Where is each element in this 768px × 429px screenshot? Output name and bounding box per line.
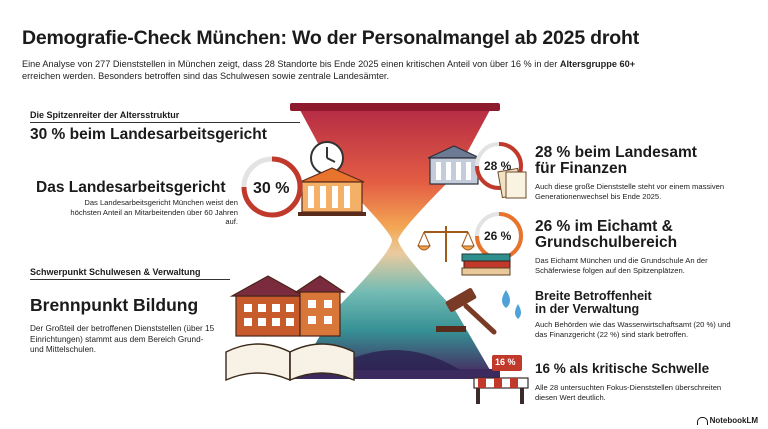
verwaltung-title-line2: in der Verwaltung: [535, 302, 640, 316]
court-description: Das Landesarbeitsgericht München weist d…: [70, 198, 238, 226]
badge-28-label: 28 %: [484, 159, 512, 173]
notebooklm-logo-icon: [696, 416, 708, 425]
brand-label: NotebookLM: [696, 416, 758, 425]
threshold-description: Alle 28 untersuchten Fokus-Dienststellen…: [535, 383, 722, 402]
threshold-title: 16 % als kritische Schwelle: [535, 361, 710, 376]
intro-text: Eine Analyse von 277 Dienststellen in Mü…: [22, 58, 642, 82]
eichamt-title-line1: 26 % im Eichamt &: [535, 218, 673, 235]
eichamt-description: Das Eichamt München und die Grundschule …: [535, 256, 708, 275]
verwaltung-title-line1: Breite Betroffenheit: [535, 289, 652, 303]
section-label-schools: Schwerpunkt Schulwesen & Verwaltung: [30, 267, 201, 277]
school-buildings-icon: [229, 275, 346, 337]
documents-icon: [497, 167, 527, 199]
badge-26-label: 26 %: [484, 229, 512, 243]
verwaltung-description: Auch Behörden wie das Wasserwirtschaftsa…: [535, 320, 731, 339]
barrier-icon: [473, 377, 529, 404]
books-stack-icon: [461, 253, 511, 276]
finance-title-line1: 28 % beim Landesamt: [535, 144, 697, 161]
eichamt-title-line2: Grundschulbereich: [535, 234, 678, 251]
scales-icon: [416, 226, 476, 262]
finance-description: Auch diese große Dienststelle steht vor …: [535, 182, 725, 201]
badge-30-ring: [241, 156, 303, 218]
threshold-sign-label: 16 %: [495, 357, 516, 367]
clock-icon: [310, 141, 344, 175]
finance-building-icon: [427, 145, 481, 185]
intro-line-2: erreichen werden. Besonders betroffen si…: [22, 71, 390, 81]
headline-landesarbeitsgericht: 30 % beim Landesarbeitsgericht: [30, 126, 267, 143]
court-name: Das Landesarbeitsgericht: [36, 179, 226, 196]
finance-title-line2: für Finanzen: [535, 160, 628, 177]
eichamt-title: 26 % im Eichamt & Grundschulbereich: [535, 219, 677, 251]
intro-bold: Altersgruppe 60+: [559, 59, 636, 69]
hourglass-top-cap: [290, 103, 500, 111]
water-drop-icon: [502, 290, 521, 319]
courthouse-icon: [298, 167, 366, 216]
page-title: Demografie-Check München: Wo der Persona…: [22, 27, 639, 49]
bildung-description: Der Großteil der betroffenen Dienststell…: [30, 324, 215, 354]
threshold-sign: [492, 355, 522, 371]
headline-bildung: Brennpunkt Bildung: [30, 295, 199, 315]
gavel-icon: [436, 288, 497, 335]
brand-name: NotebookLM: [709, 416, 758, 425]
section-label-leaders: Die Spitzenreiter der Altersstruktur: [30, 110, 180, 120]
open-book-icon: [225, 343, 355, 382]
verwaltung-title: Breite Betroffenheit in der Verwaltung: [535, 290, 652, 316]
badge-30-label: 30 %: [253, 180, 290, 197]
finance-title: 28 % beim Landesamt für Finanzen: [535, 145, 697, 177]
intro-line-1: Eine Analyse von 277 Dienststellen in Mü…: [22, 59, 558, 69]
